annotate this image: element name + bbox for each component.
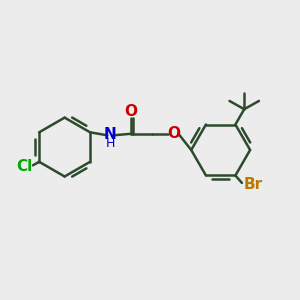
Text: O: O	[167, 126, 180, 141]
Text: Cl: Cl	[16, 159, 33, 174]
Text: H: H	[105, 137, 115, 150]
Text: O: O	[124, 104, 137, 119]
Text: N: N	[104, 127, 116, 142]
Text: Br: Br	[244, 177, 262, 192]
